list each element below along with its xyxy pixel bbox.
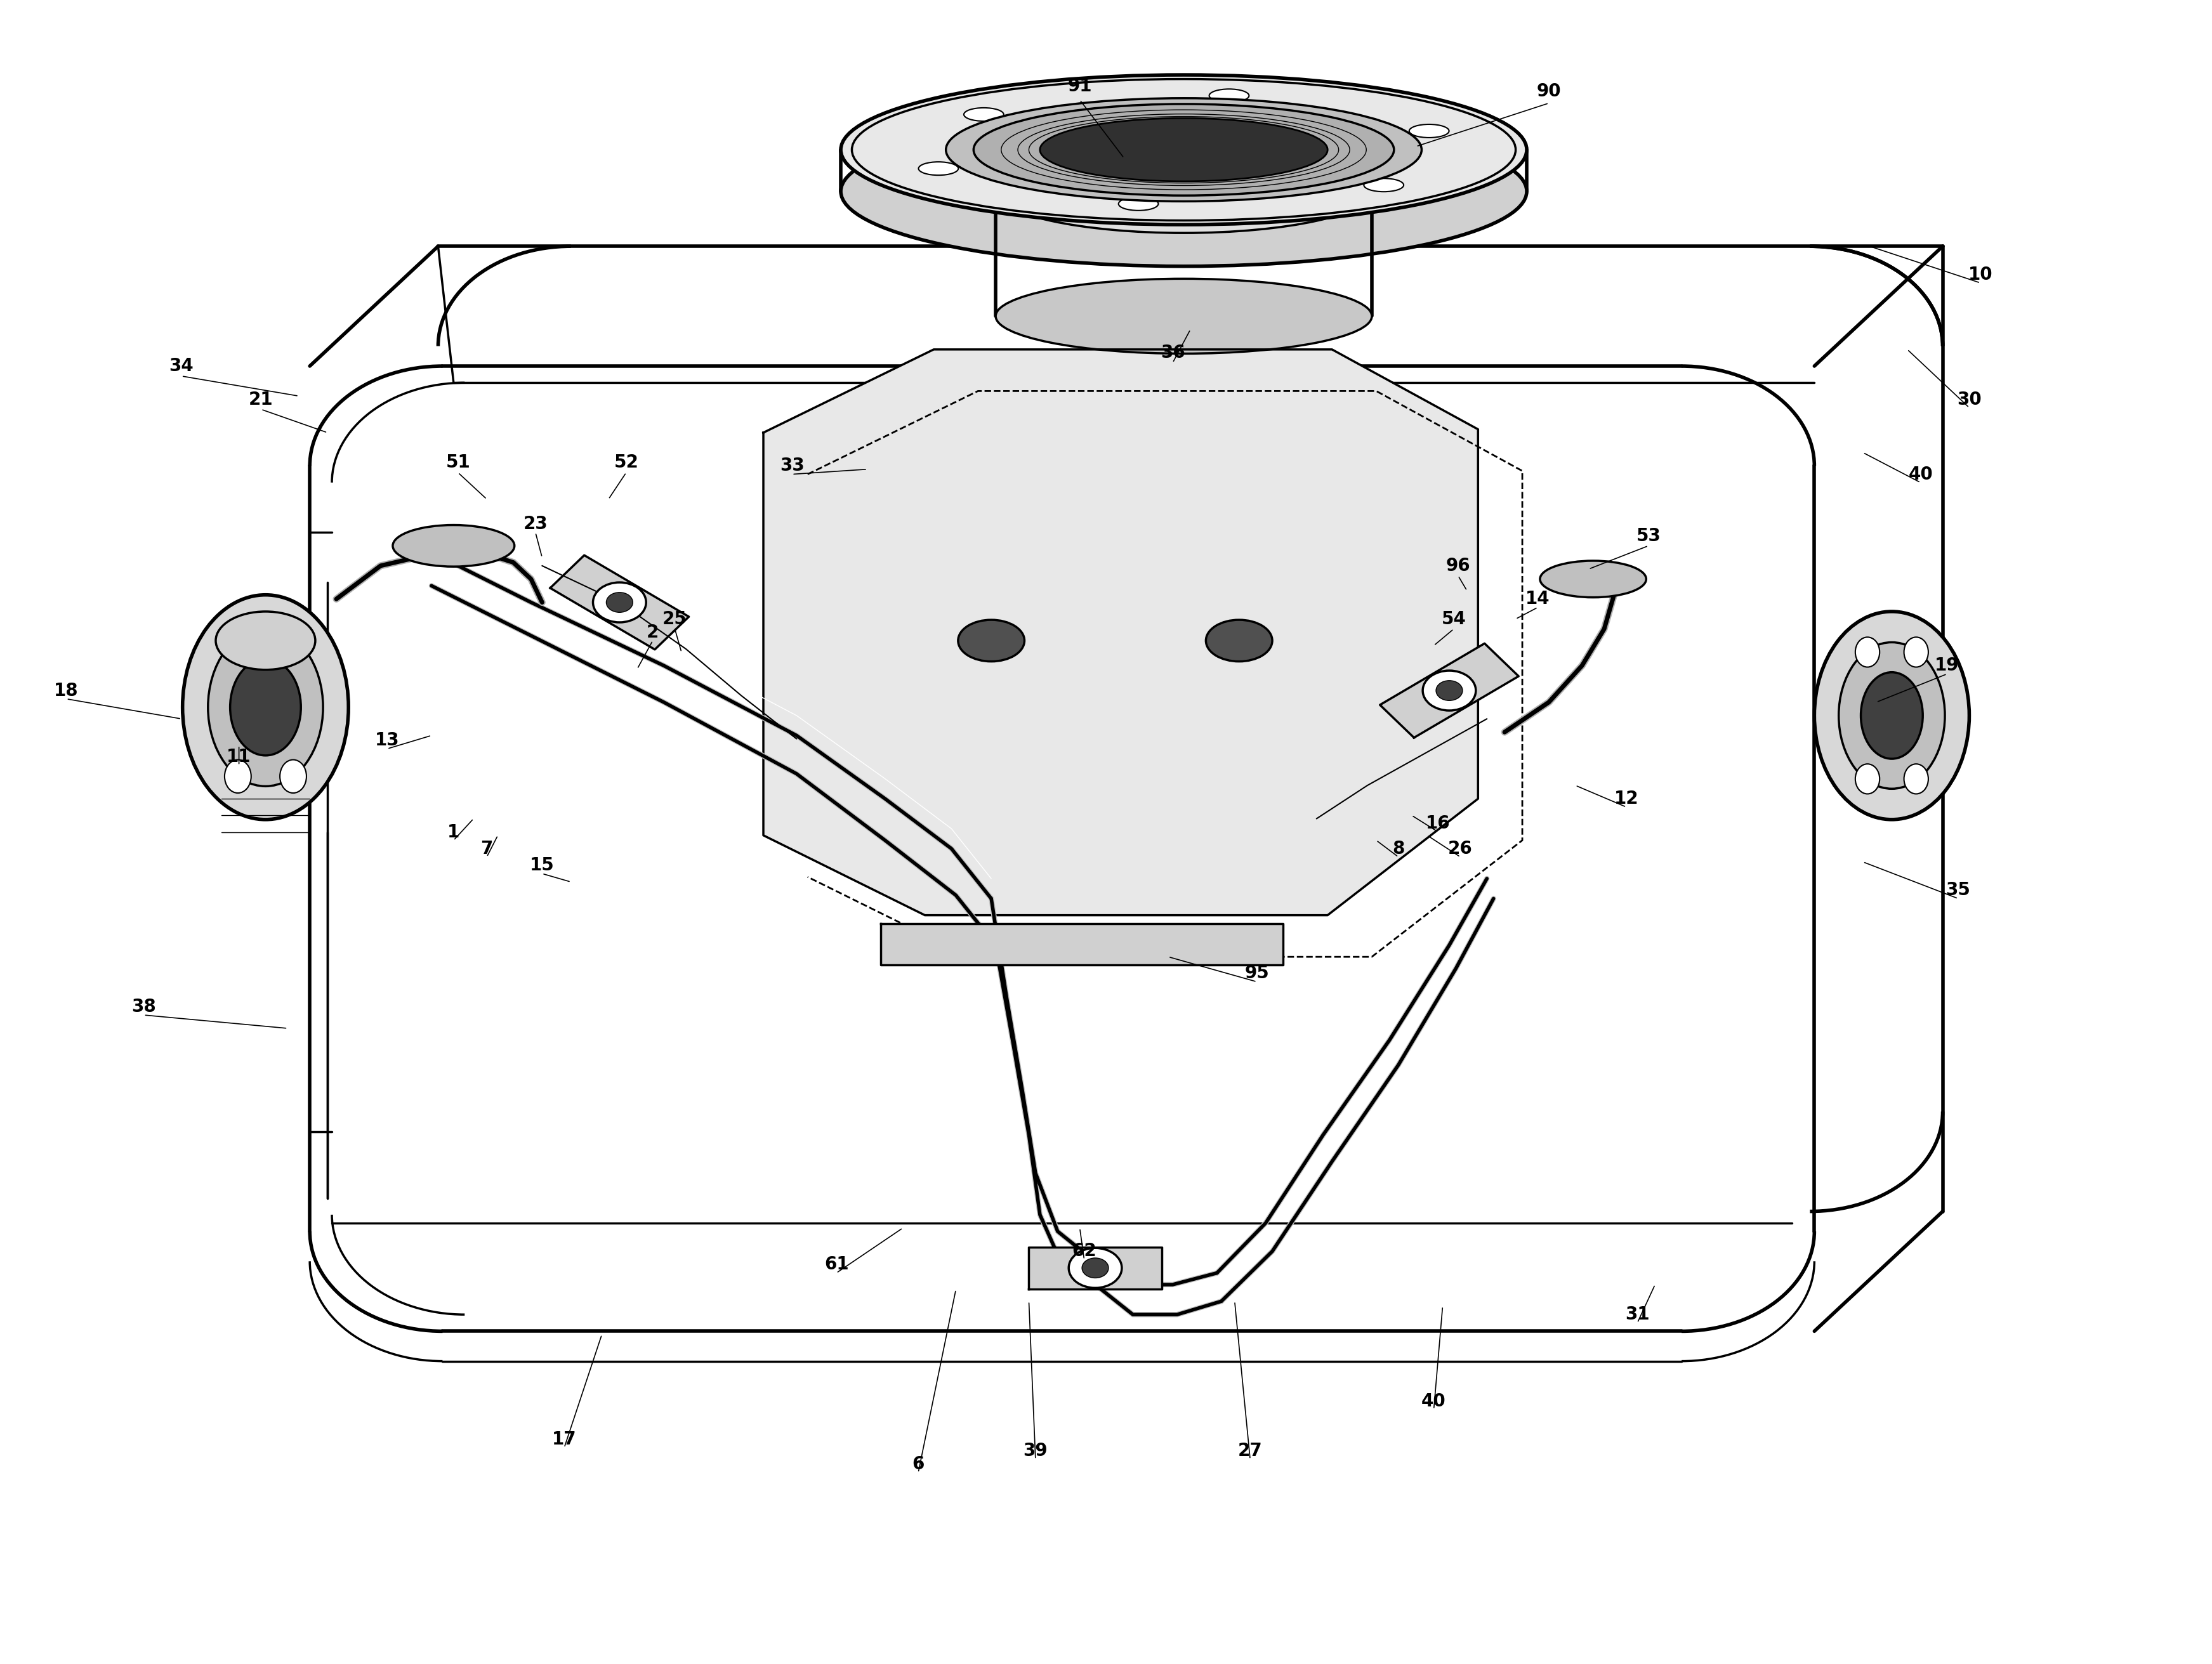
Text: 35: 35 [1944, 882, 1971, 899]
Text: 14: 14 [1524, 591, 1551, 607]
Ellipse shape [1208, 90, 1248, 103]
Text: 38: 38 [131, 998, 157, 1015]
Ellipse shape [230, 659, 301, 755]
Ellipse shape [1814, 612, 1969, 820]
Text: 62: 62 [1071, 1243, 1097, 1260]
Ellipse shape [995, 280, 1371, 354]
Text: 8: 8 [1391, 840, 1405, 857]
Ellipse shape [281, 760, 305, 794]
Polygon shape [1029, 1248, 1161, 1290]
Text: 10: 10 [1966, 266, 1993, 283]
Ellipse shape [958, 621, 1024, 662]
Text: 19: 19 [1933, 657, 1960, 674]
Ellipse shape [1902, 764, 1929, 794]
Polygon shape [763, 349, 1478, 915]
Text: 11: 11 [226, 749, 252, 765]
Text: 90: 90 [1535, 83, 1562, 100]
Ellipse shape [973, 103, 1394, 196]
Text: 15: 15 [529, 857, 555, 874]
Text: 39: 39 [1022, 1443, 1048, 1459]
Text: 18: 18 [53, 682, 80, 699]
Polygon shape [1380, 644, 1517, 737]
Text: 21: 21 [248, 391, 274, 408]
Ellipse shape [1854, 637, 1878, 667]
Text: 34: 34 [168, 358, 195, 374]
Ellipse shape [184, 596, 349, 820]
Text: 6: 6 [911, 1456, 925, 1473]
Text: 96: 96 [1444, 557, 1471, 574]
Ellipse shape [394, 526, 513, 567]
Text: 2: 2 [646, 624, 659, 641]
Ellipse shape [1363, 178, 1402, 191]
Ellipse shape [217, 612, 316, 671]
Text: 91: 91 [1066, 78, 1093, 95]
Polygon shape [880, 924, 1283, 965]
Text: 26: 26 [1447, 840, 1473, 857]
Circle shape [1436, 681, 1462, 701]
Text: 27: 27 [1237, 1443, 1263, 1459]
Text: 36: 36 [1159, 344, 1186, 361]
Ellipse shape [841, 116, 1526, 266]
Text: 52: 52 [613, 454, 639, 471]
Ellipse shape [281, 621, 305, 654]
Ellipse shape [1838, 642, 1944, 789]
Circle shape [593, 582, 646, 622]
Text: 61: 61 [823, 1256, 849, 1273]
Circle shape [1422, 671, 1475, 711]
Text: 17: 17 [551, 1431, 577, 1448]
Ellipse shape [1860, 672, 1922, 759]
Ellipse shape [1119, 196, 1159, 210]
Text: 40: 40 [1907, 466, 1933, 483]
Polygon shape [551, 556, 688, 649]
Ellipse shape [1040, 118, 1327, 181]
Text: 33: 33 [779, 458, 805, 474]
Ellipse shape [226, 621, 252, 654]
Ellipse shape [947, 98, 1422, 201]
Text: 7: 7 [480, 840, 493, 857]
Text: 13: 13 [374, 732, 400, 749]
Text: 30: 30 [1955, 391, 1982, 408]
Text: 51: 51 [445, 454, 471, 471]
Circle shape [1068, 1248, 1121, 1288]
Circle shape [1082, 1258, 1108, 1278]
Text: 23: 23 [522, 516, 549, 532]
Ellipse shape [964, 108, 1004, 121]
Ellipse shape [841, 75, 1526, 225]
Text: 95: 95 [1243, 965, 1270, 982]
Ellipse shape [1902, 637, 1929, 667]
Ellipse shape [1854, 764, 1878, 794]
Text: 31: 31 [1624, 1306, 1650, 1323]
Ellipse shape [918, 161, 958, 175]
Text: 25: 25 [661, 611, 688, 627]
Ellipse shape [1206, 621, 1272, 662]
Ellipse shape [1409, 125, 1449, 138]
Circle shape [606, 592, 633, 612]
Ellipse shape [1540, 561, 1646, 597]
Text: 12: 12 [1613, 790, 1639, 807]
Text: 54: 54 [1440, 611, 1467, 627]
Text: 53: 53 [1635, 527, 1661, 544]
Ellipse shape [995, 150, 1371, 233]
Ellipse shape [226, 760, 252, 794]
Text: 1: 1 [447, 824, 460, 840]
Text: 40: 40 [1420, 1393, 1447, 1409]
Ellipse shape [208, 629, 323, 787]
Text: 16: 16 [1425, 815, 1451, 832]
